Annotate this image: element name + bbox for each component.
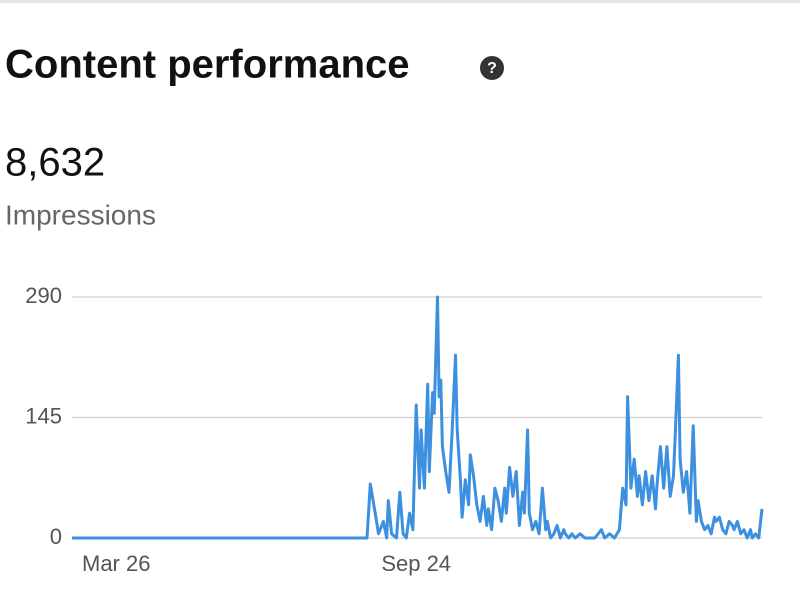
total: 8,632	[5, 141, 105, 185]
top-border	[0, 0, 800, 3]
y-tick-label: 290	[25, 283, 62, 308]
svg-text:?: ?	[487, 60, 497, 77]
y-tick-label: 145	[25, 403, 62, 428]
data-line	[72, 295, 764, 540]
title: Content performance	[5, 43, 410, 87]
total-label: Impressions	[5, 199, 156, 230]
y-tick-label: 0	[50, 524, 62, 549]
help-icon[interactable]: ?	[480, 56, 504, 80]
x-tick-label: Sep 24	[381, 551, 451, 576]
x-tick-label: Mar 26	[82, 551, 150, 576]
